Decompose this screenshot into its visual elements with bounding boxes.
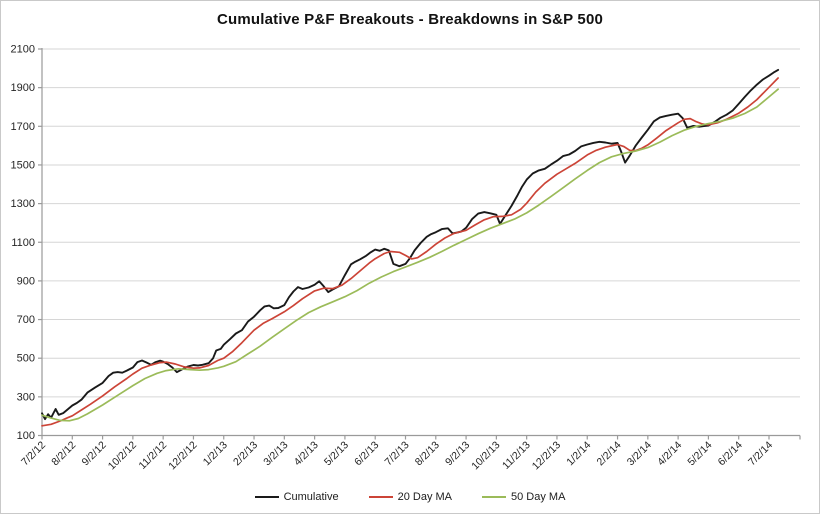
- series-line-50-day-ma: [41, 88, 779, 422]
- x-tick-label: 1/2/14: [564, 439, 593, 468]
- x-tick-label: 12/2/13: [530, 439, 563, 472]
- y-tick-label: 1900: [11, 82, 35, 94]
- x-tick-label: 5/2/14: [685, 439, 714, 468]
- y-tick-label: 300: [17, 391, 35, 403]
- legend-swatch-cumulative-icon: [254, 496, 279, 498]
- x-tick-label: 1/2/13: [201, 439, 230, 468]
- x-tick-label: 4/2/14: [655, 439, 684, 468]
- y-tick-label: 100: [17, 430, 35, 442]
- y-tick-label: 1500: [11, 159, 35, 171]
- x-tick-label: 2/2/13: [231, 439, 260, 468]
- legend-label-cumulative: Cumulative: [283, 491, 339, 503]
- x-tick-label: 2/2/14: [595, 439, 624, 468]
- legend-label-20day-ma: 20 Day MA: [397, 491, 453, 503]
- y-tick-label: 900: [17, 275, 35, 287]
- y-axis-labels: 100 300 500 700 900 1100 1300 1500 1700 1900 2100: [11, 44, 42, 442]
- x-tick-label: 10/2/12: [106, 439, 139, 472]
- legend-swatch-50day-ma-icon: [482, 496, 507, 498]
- y-tick-label: 1100: [11, 237, 35, 249]
- series-line-cumulative: [41, 68, 780, 421]
- x-tick-label: 5/2/13: [322, 439, 351, 468]
- y-tick-label: 1300: [11, 198, 35, 210]
- gridlines: [42, 48, 800, 398]
- chart-title: Cumulative P&F Breakouts - Breakdowns in…: [216, 11, 604, 28]
- y-tick-label: 1700: [11, 121, 35, 133]
- x-tick-label: 7/2/12: [19, 439, 48, 468]
- x-tick-label: 11/2/12: [137, 439, 170, 472]
- x-tick-label: 8/2/12: [49, 439, 78, 468]
- legend-item-50day-ma: 50 Day MA: [482, 491, 565, 503]
- legend-swatch-20day-ma-icon: [368, 496, 393, 498]
- x-tick-label: 6/2/13: [352, 439, 381, 468]
- x-tick-label: 11/2/13: [500, 439, 533, 472]
- series-line-20-day-ma: [41, 77, 779, 427]
- legend: Cumulative 20 Day MA 50 Day MA: [1, 491, 819, 503]
- y-tick-label: 500: [17, 353, 35, 365]
- y-tick-label: 2100: [11, 44, 35, 56]
- y-tick-label: 700: [17, 314, 35, 326]
- x-tick-label: 7/2/13: [382, 439, 411, 468]
- x-tick-label: 6/2/14: [716, 439, 745, 468]
- legend-label-50day-ma: 50 Day MA: [511, 491, 566, 503]
- legend-item-cumulative: Cumulative: [254, 491, 339, 503]
- x-tick-label: 4/2/13: [292, 439, 321, 468]
- x-tick-label: 12/2/12: [166, 439, 199, 472]
- x-tick-label: 10/2/13: [469, 439, 502, 472]
- x-tick-label: 3/2/14: [625, 439, 654, 468]
- x-tick-label: 7/2/14: [746, 439, 775, 468]
- x-tick-label: 3/2/13: [261, 439, 290, 468]
- legend-item-20day-ma: 20 Day MA: [368, 491, 453, 503]
- x-tick-label: 8/2/13: [413, 439, 442, 468]
